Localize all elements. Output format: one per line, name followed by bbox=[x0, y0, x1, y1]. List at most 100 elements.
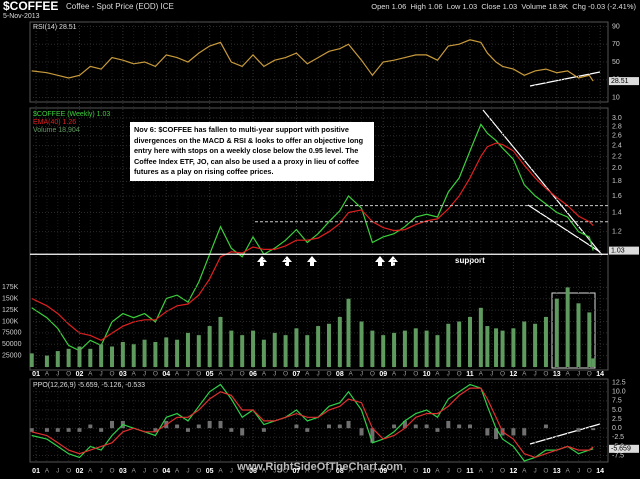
x-tick-label: A bbox=[175, 468, 180, 475]
x-tick-label: O bbox=[370, 371, 375, 378]
x-tick-label: A bbox=[218, 371, 223, 378]
bar bbox=[543, 424, 548, 429]
bar bbox=[359, 428, 364, 436]
trendline bbox=[482, 109, 603, 256]
bar bbox=[543, 316, 548, 367]
bar bbox=[326, 424, 331, 429]
x-tick-label: J bbox=[273, 371, 276, 378]
bar bbox=[175, 339, 180, 367]
x-tick-label: O bbox=[500, 468, 505, 475]
x-tick-label: J bbox=[230, 468, 233, 475]
bar bbox=[446, 420, 451, 429]
y-tick-label: 10.0 bbox=[612, 389, 626, 396]
x-tick-label: 05 bbox=[206, 371, 214, 378]
y-tick-label: 5.0 bbox=[612, 407, 622, 414]
bar bbox=[457, 424, 462, 429]
x-tick-label: O bbox=[66, 468, 71, 475]
y-tick-label: 1.8 bbox=[612, 178, 622, 185]
x-tick-label: 09 bbox=[379, 371, 387, 378]
bar bbox=[316, 326, 321, 367]
x-tick-label: 07 bbox=[293, 371, 301, 378]
x-tick-label: O bbox=[283, 371, 288, 378]
x-tick-label: O bbox=[457, 468, 462, 475]
bar bbox=[153, 428, 158, 432]
x-tick-label: A bbox=[349, 468, 354, 475]
x-tick-label: A bbox=[565, 468, 570, 475]
bar bbox=[305, 428, 310, 432]
arrow bbox=[282, 256, 292, 266]
x-tick-label: O bbox=[109, 371, 114, 378]
bar bbox=[511, 328, 516, 367]
y-tick-label: 2.5 bbox=[612, 416, 622, 423]
current-tag bbox=[609, 444, 639, 453]
x-tick-label: A bbox=[435, 371, 440, 378]
arrow bbox=[307, 256, 317, 266]
x-tick-label: 03 bbox=[119, 468, 127, 475]
x-tick-label: J bbox=[490, 468, 493, 475]
bar bbox=[240, 335, 245, 367]
x-tick-label: J bbox=[317, 371, 320, 378]
y-tick-label: 2.6 bbox=[612, 133, 622, 140]
bar bbox=[77, 346, 82, 367]
series-line bbox=[31, 39, 594, 82]
bar bbox=[424, 424, 429, 429]
y-tick-label: 25000 bbox=[2, 352, 22, 359]
x-tick-label: O bbox=[153, 371, 158, 378]
bar bbox=[576, 428, 581, 432]
bar bbox=[294, 424, 299, 429]
y-tick-label: 1.2 bbox=[612, 228, 622, 235]
y-tick-label: 50000 bbox=[2, 341, 22, 348]
x-tick-label: A bbox=[262, 468, 267, 475]
bar bbox=[478, 307, 483, 367]
x-tick-label: O bbox=[240, 371, 245, 378]
x-tick-label: A bbox=[45, 371, 50, 378]
x-tick-label: J bbox=[186, 371, 189, 378]
x-tick-label: 04 bbox=[162, 468, 170, 475]
x-tick-label: A bbox=[132, 468, 137, 475]
bar bbox=[468, 424, 473, 429]
bar bbox=[153, 341, 158, 367]
bar bbox=[142, 339, 147, 367]
bar bbox=[346, 298, 351, 367]
x-tick-label: J bbox=[100, 468, 103, 475]
x-tick-label: J bbox=[447, 468, 450, 475]
bar bbox=[55, 428, 60, 432]
bar bbox=[207, 326, 212, 367]
bar bbox=[305, 335, 310, 367]
bar bbox=[218, 420, 223, 429]
x-tick-label: 08 bbox=[336, 468, 344, 475]
bar bbox=[175, 424, 180, 429]
y-tick-label: -7.5 bbox=[612, 452, 624, 459]
watermark: www.RightSideOfTheChart.com bbox=[236, 461, 403, 473]
x-tick-label: O bbox=[196, 468, 201, 475]
bar bbox=[346, 420, 351, 429]
y-tick-label: 1.6 bbox=[612, 193, 622, 200]
x-tick-label: A bbox=[262, 371, 267, 378]
bar bbox=[522, 428, 527, 436]
bar bbox=[392, 332, 397, 367]
bar bbox=[29, 428, 34, 432]
x-tick-label: 14 bbox=[596, 468, 604, 475]
bar bbox=[511, 428, 516, 436]
x-tick-label: O bbox=[109, 468, 114, 475]
x-tick-label: J bbox=[186, 468, 189, 475]
bar bbox=[99, 344, 104, 367]
x-tick-label: O bbox=[153, 468, 158, 475]
bar bbox=[120, 341, 125, 367]
y-tick-label: -2.5 bbox=[612, 434, 624, 441]
x-tick-label: O bbox=[543, 468, 548, 475]
bar bbox=[435, 428, 440, 432]
y-tick-label: 175K bbox=[2, 284, 19, 291]
bar bbox=[261, 339, 266, 367]
bar bbox=[485, 428, 490, 436]
bar bbox=[44, 428, 49, 432]
x-tick-label: A bbox=[218, 468, 223, 475]
annotation: Nov 6: $COFFEE has fallen to multi-year … bbox=[130, 122, 374, 181]
y-tick-label: 125K bbox=[2, 307, 19, 314]
panel-title: RSI(14) 28.51 bbox=[33, 24, 77, 31]
x-tick-label: O bbox=[283, 468, 288, 475]
x-tick-label: J bbox=[143, 371, 146, 378]
x-tick-label: 05 bbox=[206, 468, 214, 475]
